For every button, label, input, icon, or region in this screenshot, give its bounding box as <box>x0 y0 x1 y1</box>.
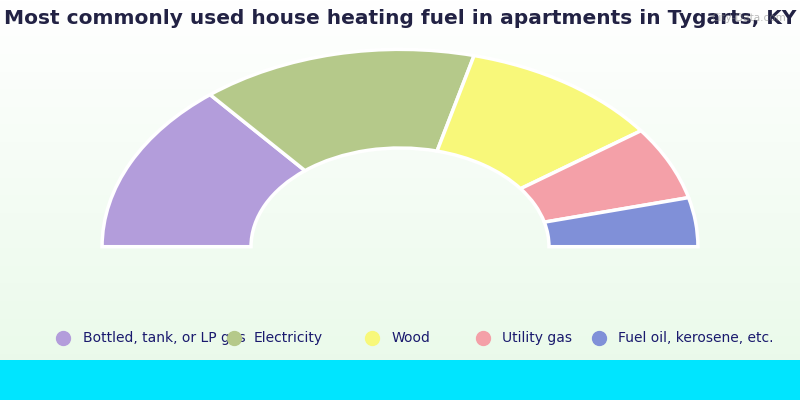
Wedge shape <box>544 198 698 247</box>
Text: Electricity: Electricity <box>254 331 323 345</box>
Wedge shape <box>102 95 305 247</box>
Wedge shape <box>437 56 641 189</box>
Wedge shape <box>521 131 689 222</box>
Text: Utility gas: Utility gas <box>502 331 572 345</box>
Text: City-Data.com: City-Data.com <box>711 13 786 23</box>
Wedge shape <box>210 49 474 171</box>
Text: Bottled, tank, or LP gas: Bottled, tank, or LP gas <box>82 331 246 345</box>
Text: Most commonly used house heating fuel in apartments in Tygarts, KY: Most commonly used house heating fuel in… <box>4 9 796 28</box>
Text: Wood: Wood <box>392 331 430 345</box>
Text: Fuel oil, kerosene, etc.: Fuel oil, kerosene, etc. <box>618 331 774 345</box>
